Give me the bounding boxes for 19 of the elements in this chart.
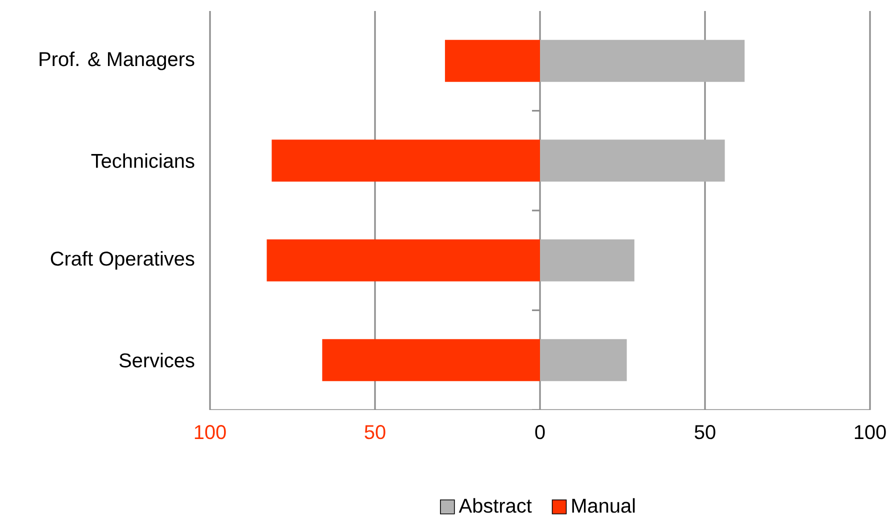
y-tick-label: Technicians [91,153,194,168]
bar [540,239,634,282]
y-tick-label: Services [119,352,194,368]
x-tick-label: 50 [364,425,386,440]
legend-label: Manual [572,498,635,513]
bar [322,339,540,382]
bar [272,140,540,182]
bar [444,40,540,82]
x-tick-label: 100 [854,425,886,440]
x-tick-label: 100 [194,425,226,440]
y-tick-label: Craft Operatives [50,251,194,270]
bar [540,339,627,382]
x-tick-label: 0 [535,425,545,440]
bar [266,239,540,282]
bar [540,40,745,82]
bar [540,140,725,182]
x-tick-label: 50 [694,425,716,440]
legend-label: Abstract [458,498,532,513]
y-tick-label: Prof. & Managers [40,52,194,70]
